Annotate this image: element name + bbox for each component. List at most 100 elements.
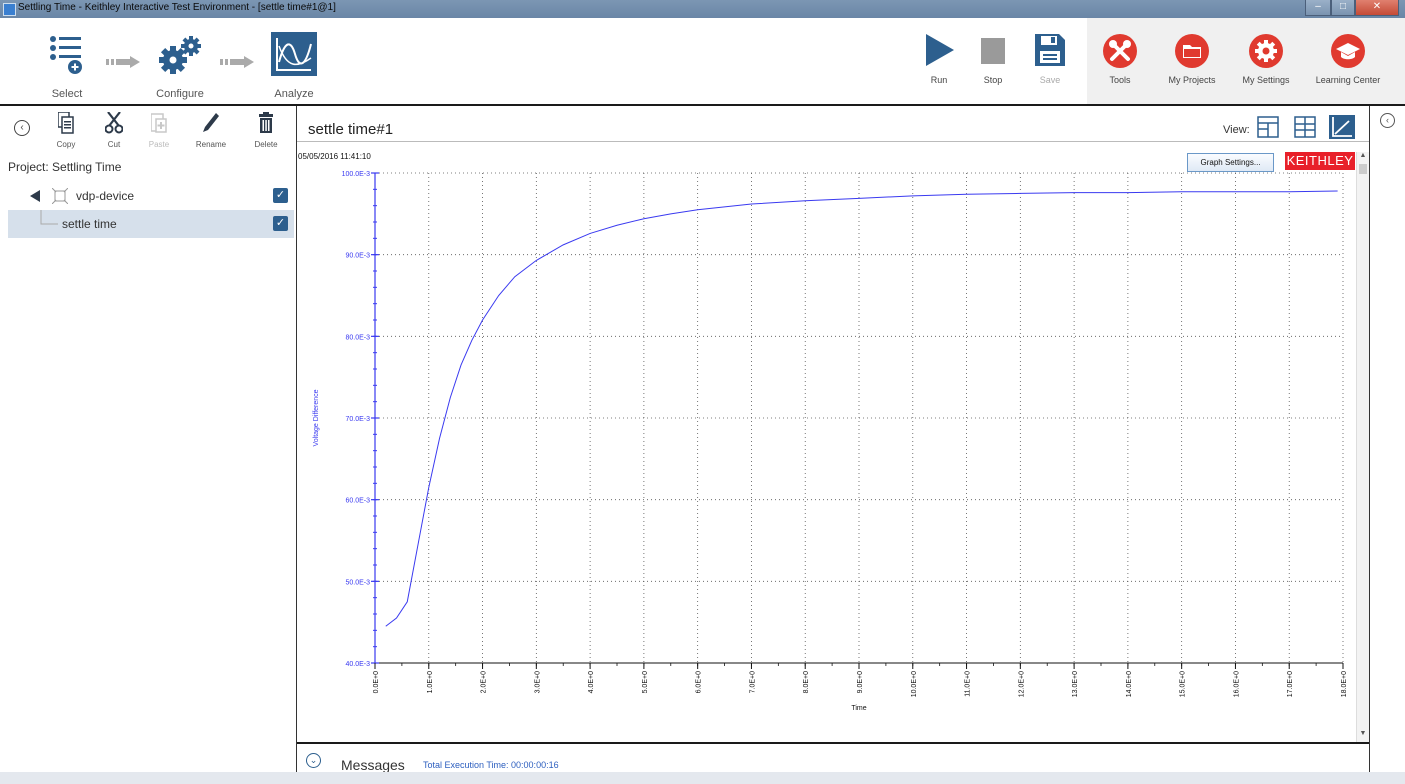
learning-center-label: Learning Center (1315, 75, 1381, 85)
stop-button[interactable]: Stop (958, 18, 1028, 104)
keithley-logo: KEITHLEY (1285, 152, 1355, 170)
save-label: Save (1039, 75, 1061, 85)
x-tick-label: 13.0E+0 (1072, 671, 1079, 697)
scroll-down-icon[interactable]: ▼ (1359, 730, 1367, 737)
graph-settings-button[interactable]: Graph Settings... (1187, 153, 1274, 172)
x-axis-title: Time (851, 705, 866, 712)
y-tick-label: 90.0E-3 (345, 253, 370, 260)
device-checkbox[interactable]: ✓ (273, 188, 288, 203)
graph-scrollbar[interactable]: ▲ ▼ (1356, 152, 1369, 742)
project-tools: ‹ Copy Cut Paste (0, 106, 296, 154)
y-axis-title: Voltage Difference (313, 389, 320, 446)
right-panel-divider (1369, 106, 1370, 772)
graph-view-icon (1332, 117, 1352, 137)
tree-item-label: settle time (62, 217, 117, 231)
y-tick-label: 80.0E-3 (345, 334, 370, 341)
run-label: Run (930, 75, 948, 85)
flow-arrow-icon (106, 56, 140, 68)
scroll-up-icon[interactable]: ▲ (1359, 152, 1367, 159)
messages-divider (297, 742, 1369, 744)
scroll-thumb[interactable] (1359, 164, 1367, 174)
y-tick-label: 40.0E-3 (345, 661, 370, 668)
pencil-icon (203, 113, 219, 132)
y-tick-label: 100.0E-3 (342, 171, 371, 178)
window-title: Settling Time - Keithley Interactive Tes… (18, 2, 336, 13)
gears-icon (159, 36, 201, 74)
workflow-step-label: Analyze (274, 88, 314, 100)
x-tick-label: 10.0E+0 (911, 671, 918, 697)
messages-bar: ⌄ Messages Total Execution Time: 00:00:0… (298, 743, 1368, 773)
paste-button[interactable]: Paste (138, 112, 180, 149)
x-tick-label: 15.0E+0 (1180, 671, 1187, 697)
execution-time: Total Execution Time: 00:00:00:16 (423, 760, 559, 770)
my-settings-button[interactable]: My Settings (1231, 18, 1301, 104)
flow-arrow-icon (220, 56, 254, 68)
view-label: View: (1223, 124, 1250, 136)
copy-icon (57, 111, 74, 134)
graduation-cap-icon (1331, 34, 1365, 68)
view-sheet-button[interactable] (1255, 115, 1281, 139)
paste-icon (150, 113, 167, 133)
sheet-view-icon (1257, 116, 1279, 138)
app-icon (3, 3, 16, 16)
project-title: Project: Settling Time (8, 160, 122, 174)
trash-icon (259, 112, 273, 133)
save-button[interactable]: Save (1015, 18, 1085, 104)
x-tick-label: 5.0E+0 (642, 671, 649, 693)
stop-icon (981, 38, 1005, 64)
wrench-screwdriver-icon (1103, 34, 1137, 68)
view-table-button[interactable] (1292, 115, 1318, 139)
test-checkbox[interactable]: ✓ (273, 216, 288, 231)
tools-label: Tools (1109, 75, 1131, 85)
device-icon (52, 188, 68, 204)
tools-button[interactable]: Tools (1085, 18, 1155, 104)
run-timestamp: 05/05/2016 11:41:10 (298, 152, 371, 161)
collapse-triangle-icon[interactable] (30, 190, 40, 202)
settling-time-graph[interactable]: 40.0E-3 50.0E-3 60.0E-3 70.0E-3 80.0E-3 90.0E… (298, 152, 1356, 720)
my-projects-label: My Projects (1168, 75, 1216, 85)
x-tick-label: 16.0E+0 (1233, 671, 1240, 697)
y-tick-label: 60.0E-3 (345, 498, 370, 505)
series-line (385, 190, 1338, 627)
x-tick-label: 6.0E+0 (696, 671, 703, 693)
x-tick-label: 14.0E+0 (1126, 671, 1133, 697)
collapse-right-icon[interactable]: ‹ (1380, 113, 1395, 128)
delete-label: Delete (254, 140, 278, 149)
collapse-left-icon[interactable]: ‹ (14, 120, 30, 136)
cut-button[interactable]: Cut (93, 111, 135, 149)
table-view-icon (1294, 116, 1316, 138)
rename-button[interactable]: Rename (190, 112, 232, 149)
workflow-step-label: Select (51, 88, 83, 100)
window-controls: – □ ✕ (1305, 0, 1399, 16)
status-bar (0, 772, 1405, 784)
view-graph-button[interactable] (1329, 115, 1355, 139)
rename-label: Rename (195, 140, 227, 149)
close-button[interactable]: ✕ (1355, 0, 1399, 16)
settings-gear-icon (1249, 34, 1283, 68)
tree-connector (40, 210, 58, 225)
maximize-button[interactable]: □ (1331, 0, 1355, 16)
minimize-button[interactable]: – (1305, 0, 1331, 16)
learning-center-button[interactable]: Learning Center (1313, 18, 1383, 104)
run-button[interactable]: Run (904, 18, 974, 104)
tree-item-device[interactable]: vdp-device ✓ (8, 182, 294, 210)
my-projects-button[interactable]: My Projects (1157, 18, 1227, 104)
cut-label: Cut (107, 140, 121, 149)
x-tick-label: 3.0E+0 (534, 671, 541, 693)
floppy-disk-icon (1035, 34, 1065, 66)
y-tick-label: 50.0E-3 (345, 579, 370, 586)
document-title: settle time#1 (308, 121, 394, 138)
header-divider (297, 141, 1369, 142)
delete-button[interactable]: Delete (245, 112, 287, 149)
play-icon (926, 34, 954, 66)
window-title-bar[interactable]: Settling Time - Keithley Interactive Tes… (0, 0, 1405, 18)
copy-button[interactable]: Copy (45, 111, 87, 149)
project-panel: ‹ Copy Cut Paste (0, 106, 296, 772)
left-panel-divider (296, 106, 297, 772)
x-tick-label: 9.0E+0 (857, 671, 864, 693)
x-tick-label: 11.0E+0 (965, 671, 972, 697)
analyze-graph-icon (271, 32, 317, 76)
my-settings-label: My Settings (1242, 75, 1290, 85)
tree-item-test[interactable]: settle time ✓ (8, 210, 294, 238)
expand-messages-icon[interactable]: ⌄ (306, 753, 321, 768)
